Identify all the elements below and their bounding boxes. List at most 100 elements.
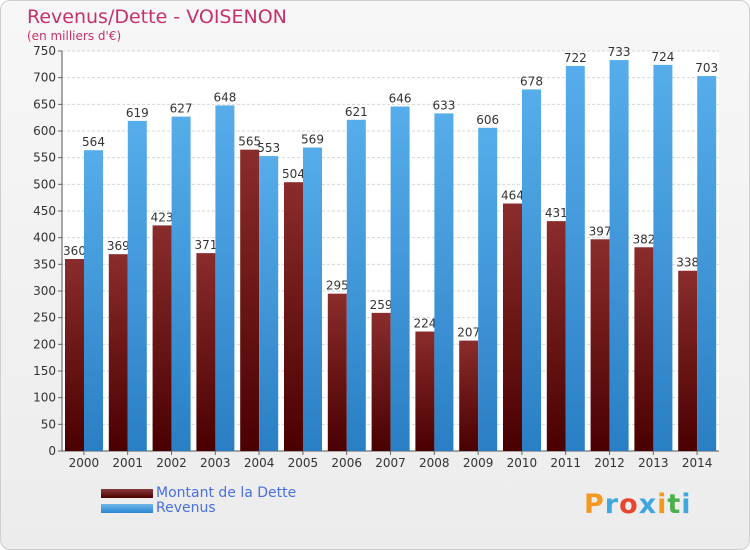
bar-debt: [459, 340, 479, 451]
data-label: 569: [301, 133, 324, 147]
logo-letter: i: [657, 489, 668, 520]
logo-letter: i: [681, 489, 692, 520]
x-tick-label: 2008: [419, 456, 450, 470]
x-tick-label: 2001: [112, 456, 143, 470]
data-label: 382: [632, 232, 655, 246]
proxiti-logo: Proxiti: [584, 489, 692, 520]
bar-revenus: [653, 64, 673, 451]
legend-swatch-debt: [101, 489, 153, 498]
data-label: 369: [107, 239, 130, 253]
x-tick-label: 2011: [550, 456, 581, 470]
data-label: 565: [238, 135, 261, 149]
bar-revenus: [697, 76, 717, 452]
bar-revenus: [609, 60, 629, 452]
legend-label-revenus: Revenus: [156, 500, 216, 516]
y-tick-label: 150: [33, 364, 56, 378]
data-label: 423: [151, 210, 174, 224]
data-label: 621: [345, 105, 368, 119]
logo-letter: r: [604, 489, 620, 520]
data-label: 295: [326, 279, 349, 293]
data-label: 678: [520, 74, 543, 88]
data-label: 371: [194, 238, 217, 252]
bar-debt: [152, 225, 172, 451]
data-label: 504: [282, 167, 305, 181]
data-label: 722: [564, 51, 587, 65]
y-tick-label: 650: [33, 97, 56, 111]
bar-debt: [327, 293, 347, 451]
legend-label-debt: Montant de la Dette: [156, 485, 297, 501]
y-tick-label: 50: [41, 417, 56, 431]
bar-debt: [634, 247, 654, 451]
data-label: 703: [695, 61, 718, 75]
bar-revenus: [565, 65, 585, 451]
chart-subtitle: (en milliers d'€): [27, 29, 122, 43]
y-tick-label: 250: [33, 311, 56, 325]
y-tick-label: 300: [33, 284, 56, 298]
data-label: 259: [370, 298, 393, 312]
data-label: 627: [170, 102, 193, 116]
x-tick-label: 2013: [638, 456, 669, 470]
x-tick-label: 2006: [331, 456, 362, 470]
x-tick-label: 2000: [69, 456, 100, 470]
y-tick-label: 350: [33, 257, 56, 271]
bar-revenus: [215, 105, 235, 452]
y-tick-label: 600: [33, 124, 56, 138]
bar-revenus: [127, 120, 147, 451]
bar-revenus: [259, 156, 279, 452]
x-tick-label: 2004: [244, 456, 275, 470]
data-label: 553: [257, 141, 280, 155]
chart-title: Revenus/Dette - VOISENON: [27, 6, 287, 28]
x-tick-label: 2003: [200, 456, 231, 470]
bar-revenus: [346, 119, 366, 452]
bar-revenus: [390, 106, 410, 451]
y-tick-label: 500: [33, 177, 56, 191]
logo-letter: x: [638, 489, 658, 520]
x-tick-label: 2010: [507, 456, 538, 470]
y-tick-label: 550: [33, 151, 56, 165]
data-label: 360: [63, 244, 86, 258]
bar-revenus: [434, 113, 454, 452]
bar-revenus: [478, 127, 498, 452]
y-tick-label: 450: [33, 204, 56, 218]
legend-swatch-revenus: [101, 504, 153, 513]
bar-debt: [590, 239, 610, 451]
bar-revenus: [171, 116, 191, 451]
data-label: 648: [213, 90, 236, 104]
y-tick-label: 750: [33, 44, 56, 58]
logo-letter: t: [667, 489, 682, 520]
data-label: 464: [501, 189, 524, 203]
x-tick-label: 2005: [288, 456, 319, 470]
bar-debt: [503, 203, 522, 451]
bar-debt: [196, 253, 216, 451]
data-label: 606: [476, 113, 499, 127]
logo-letter: o: [619, 489, 639, 520]
x-tick-label: 2007: [375, 456, 406, 470]
data-label: 646: [389, 91, 412, 105]
data-label: 633: [432, 98, 455, 112]
y-tick-label: 700: [33, 71, 56, 85]
data-label: 619: [126, 106, 149, 120]
logo-letter: P: [584, 489, 605, 520]
bar-debt: [108, 254, 128, 451]
bar-debt: [415, 331, 435, 451]
bar-debt: [284, 182, 303, 451]
x-tick-label: 2014: [682, 456, 713, 470]
bar-revenus: [84, 150, 103, 451]
data-label: 564: [82, 135, 105, 149]
data-label: 338: [676, 256, 699, 270]
bar-revenus: [522, 89, 541, 452]
bar-revenus: [303, 147, 322, 452]
y-tick-label: 0: [48, 444, 56, 458]
x-tick-label: 2002: [156, 456, 187, 470]
bar-debt: [546, 221, 566, 451]
data-label: 733: [608, 45, 631, 59]
y-tick-label: 400: [33, 231, 56, 245]
data-label: 724: [651, 50, 674, 64]
bar-debt: [65, 259, 84, 451]
data-label: 431: [545, 206, 568, 220]
data-label: 397: [589, 224, 612, 238]
y-tick-label: 100: [33, 391, 56, 405]
data-label: 224: [413, 317, 436, 331]
